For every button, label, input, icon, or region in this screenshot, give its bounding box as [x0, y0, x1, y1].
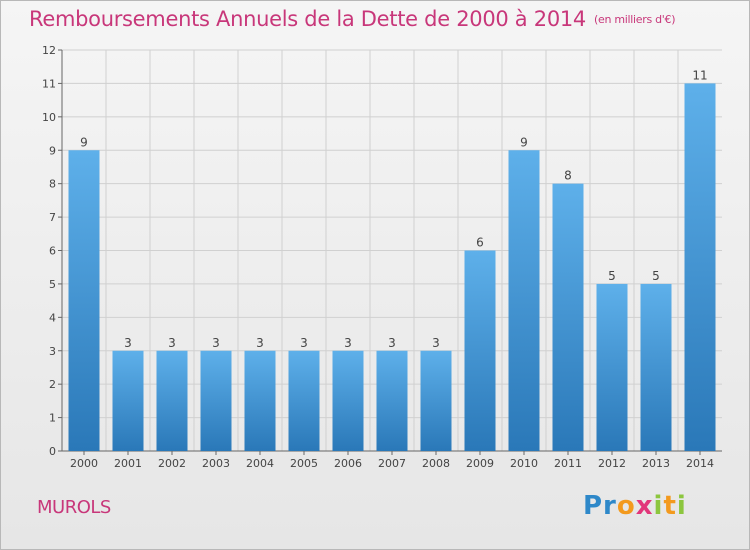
bar-2002	[156, 350, 188, 451]
bar-label-2002: 3	[168, 336, 176, 350]
bars	[68, 83, 716, 452]
y-tick-label-3: 3	[49, 345, 56, 358]
x-tick-label-2004: 2004	[246, 457, 274, 470]
bar-label-2008: 3	[432, 336, 440, 350]
y-tick-label-1: 1	[49, 412, 56, 425]
commune-name: MUROLS	[37, 497, 111, 518]
bar-2003	[200, 350, 232, 451]
bar-label-2010: 9	[520, 135, 528, 149]
bar-2000	[68, 150, 100, 451]
bar-label-2003: 3	[212, 336, 220, 350]
bar-label-2004: 3	[256, 336, 264, 350]
bar-label-2000: 9	[80, 135, 88, 149]
bar-2013	[640, 283, 672, 451]
bar-2009	[464, 250, 496, 451]
bar-2007	[376, 350, 408, 451]
x-tick-label-2002: 2002	[158, 457, 186, 470]
y-tick-label-0: 0	[49, 445, 56, 458]
chart-title-text: Remboursements Annuels de la Dette de 20…	[29, 7, 586, 31]
bar-2014	[684, 83, 716, 452]
x-tick-label-2009: 2009	[466, 457, 494, 470]
bar-label-2013: 5	[652, 269, 660, 283]
proxiti-logo: Proxiti	[583, 491, 687, 521]
bar-2012	[596, 283, 628, 451]
x-tick-label-2005: 2005	[290, 457, 318, 470]
x-axis-ticks: 2000 2001 2002 2003 2004 2005 2006 2007 2008 2009…	[70, 451, 714, 470]
bar-label-2007: 3	[388, 336, 396, 350]
y-tick-label-10: 10	[42, 111, 56, 124]
chart-unit: (en milliers d'€)	[594, 13, 676, 26]
x-tick-label-2006: 2006	[334, 457, 362, 470]
bar-2008	[420, 350, 452, 451]
y-tick-label-12: 12	[42, 44, 56, 57]
bar-labels: 9 3 3 3 3 3 3 3 3 6 9 8 5 5 11	[80, 68, 707, 349]
x-tick-label-2000: 2000	[70, 457, 98, 470]
bar-2005	[288, 350, 320, 451]
x-tick-label-2014: 2014	[686, 457, 714, 470]
x-tick-label-2007: 2007	[378, 457, 406, 470]
x-tick-label-2008: 2008	[422, 457, 450, 470]
bar-2006	[332, 350, 364, 451]
bar-label-2001: 3	[124, 336, 132, 350]
y-tick-label-4: 4	[49, 311, 56, 324]
x-tick-label-2013: 2013	[642, 457, 670, 470]
y-tick-label-8: 8	[49, 178, 56, 191]
y-tick-label-2: 2	[49, 378, 56, 391]
y-tick-label-7: 7	[49, 211, 56, 224]
bar-label-2006: 3	[344, 336, 352, 350]
x-tick-label-2012: 2012	[598, 457, 626, 470]
bar-2004	[244, 350, 276, 451]
y-tick-label-6: 6	[49, 245, 56, 258]
x-tick-label-2011: 2011	[554, 457, 582, 470]
x-tick-label-2001: 2001	[114, 457, 142, 470]
bar-label-2012: 5	[608, 269, 616, 283]
x-tick-label-2003: 2003	[202, 457, 230, 470]
chart-title: Remboursements Annuels de la Dette de 20…	[29, 7, 675, 31]
bar-2001	[112, 350, 144, 451]
bar-label-2014: 11	[692, 68, 707, 82]
bar-label-2005: 3	[300, 336, 308, 350]
bar-label-2009: 6	[476, 236, 484, 250]
y-tick-label-5: 5	[49, 278, 56, 291]
y-tick-label-9: 9	[49, 144, 56, 157]
x-tick-label-2010: 2010	[510, 457, 538, 470]
bar-2010	[508, 150, 540, 451]
y-tick-label-11: 11	[42, 77, 56, 90]
bar-2011	[552, 183, 584, 451]
bar-label-2011: 8	[564, 169, 572, 183]
